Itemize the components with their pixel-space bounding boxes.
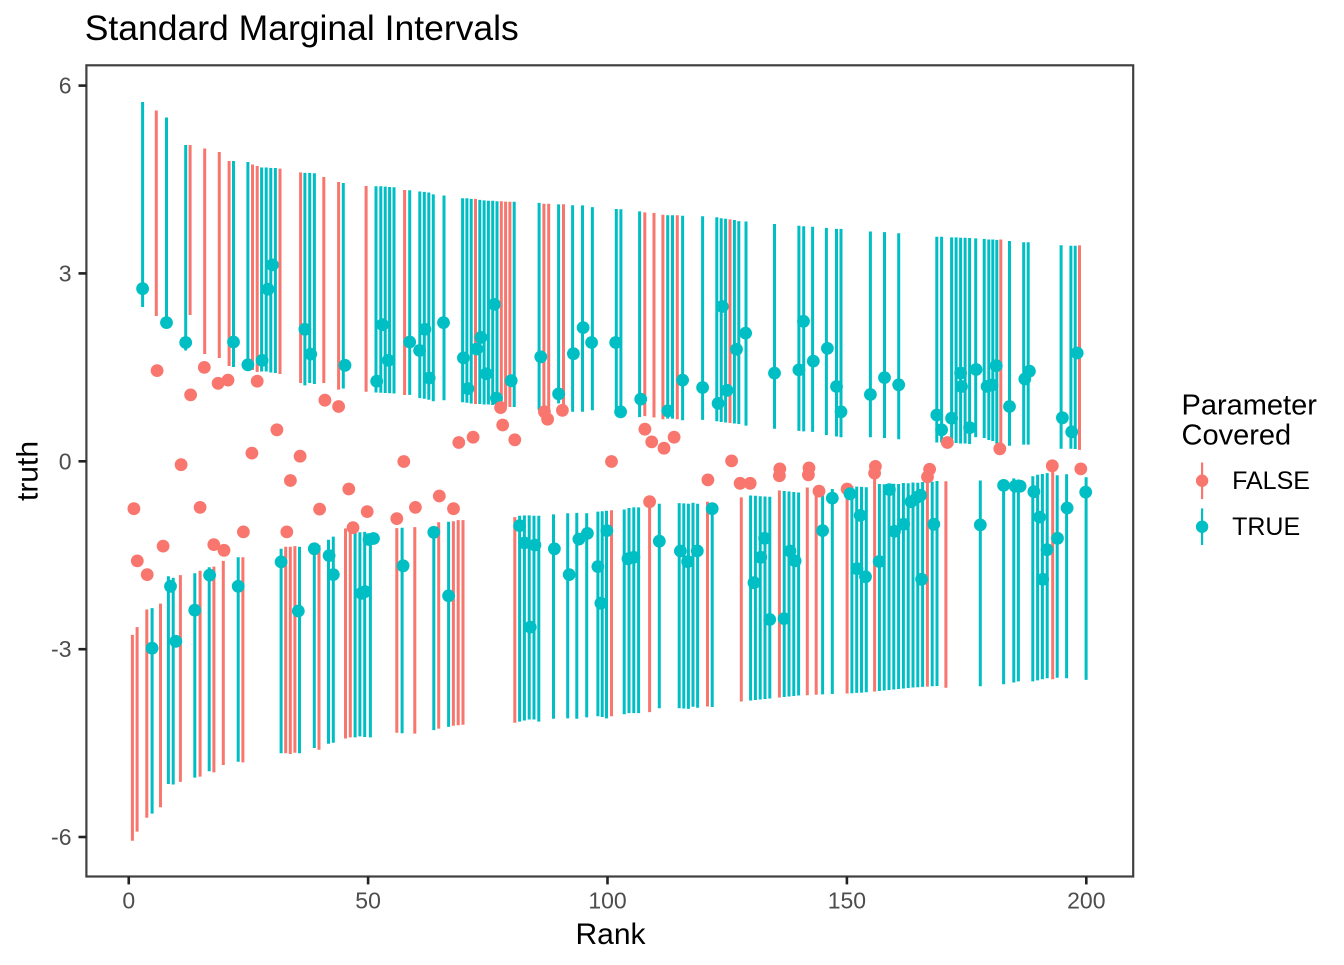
svg-text:-3: -3 xyxy=(51,636,71,662)
svg-text:truth: truth xyxy=(12,441,45,501)
svg-text:150: 150 xyxy=(828,888,866,914)
svg-text:0: 0 xyxy=(122,888,135,914)
svg-text:Covered: Covered xyxy=(1182,420,1292,452)
svg-text:Parameter: Parameter xyxy=(1182,390,1318,422)
svg-text:50: 50 xyxy=(355,888,381,914)
svg-text:200: 200 xyxy=(1067,888,1105,914)
svg-text:TRUE: TRUE xyxy=(1232,513,1300,541)
svg-text:Standard Marginal Intervals: Standard Marginal Intervals xyxy=(85,8,519,48)
svg-text:3: 3 xyxy=(59,260,72,286)
svg-text:100: 100 xyxy=(588,888,626,914)
svg-text:FALSE: FALSE xyxy=(1232,467,1310,495)
svg-text:Rank: Rank xyxy=(575,918,646,951)
svg-text:6: 6 xyxy=(59,73,72,99)
svg-text:0: 0 xyxy=(59,448,72,474)
svg-text:-6: -6 xyxy=(51,824,71,850)
